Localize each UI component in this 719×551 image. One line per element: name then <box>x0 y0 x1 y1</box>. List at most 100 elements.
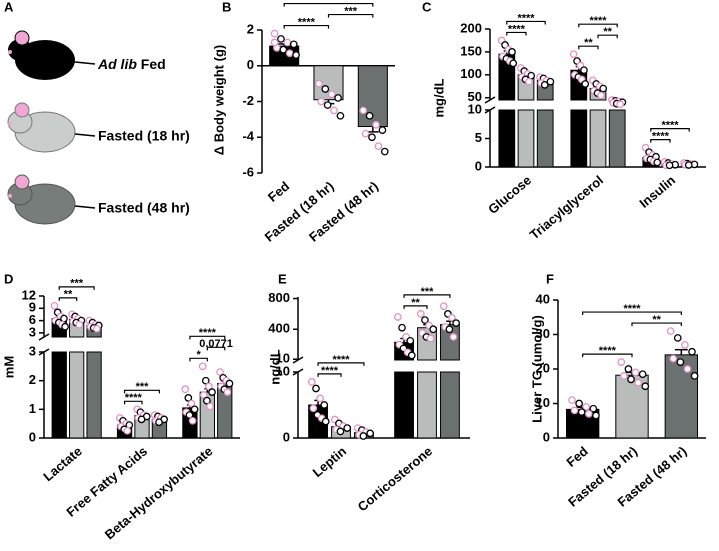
y-tick-label: 5 <box>475 130 482 145</box>
bar <box>570 109 588 168</box>
y-tick-label: 2 <box>247 21 254 36</box>
significance-bracket <box>582 353 633 358</box>
panel-label: E <box>278 271 287 286</box>
data-point <box>361 129 370 138</box>
data-point <box>155 418 163 427</box>
data-point <box>584 409 593 418</box>
significance-label: ** <box>64 289 73 301</box>
data-point <box>203 396 211 405</box>
data-point <box>225 379 234 388</box>
data-point <box>61 322 69 331</box>
y-tick-label: 9 <box>29 300 36 315</box>
data-point <box>336 427 345 436</box>
data-point <box>620 372 628 380</box>
significance-label: ** <box>584 37 593 49</box>
y-tick-label: 6 <box>29 312 36 327</box>
significance-bracket <box>650 139 671 143</box>
data-point <box>684 161 693 169</box>
mouse-label-italic: Ad lib <box>97 56 137 72</box>
data-point <box>92 324 101 333</box>
significance-bracket <box>597 34 618 39</box>
significance-label: **** <box>125 392 143 404</box>
y-tick-label: 3 <box>29 324 36 339</box>
significance-label: 0.0771 <box>199 338 233 350</box>
mouse-label: Fasted (48 hr) <box>98 200 190 216</box>
significance-label: ** <box>603 26 612 38</box>
data-point <box>445 325 454 334</box>
data-point <box>525 77 533 86</box>
x-tick-label: Insulin <box>636 172 678 210</box>
data-point <box>205 382 213 391</box>
significance-label: **** <box>320 0 338 6</box>
data-point <box>365 111 374 120</box>
y-tick-label: 800 <box>268 290 290 305</box>
significance-bracket <box>123 389 161 394</box>
data-point <box>676 358 685 366</box>
data-point <box>617 358 626 366</box>
significance-label: **** <box>508 23 526 35</box>
data-point <box>208 388 216 396</box>
mouse-icon <box>8 30 96 80</box>
significance-label: *** <box>70 278 84 290</box>
significance-label: **** <box>298 16 316 28</box>
data-point <box>201 376 210 385</box>
data-point <box>184 394 193 402</box>
data-point <box>277 35 285 43</box>
significance-bracket <box>327 13 374 18</box>
panel-label: F <box>546 271 554 286</box>
data-point <box>137 415 146 424</box>
y-tick-label: 3 <box>29 343 36 358</box>
data-point <box>688 347 696 356</box>
y-tick-label: 0 <box>29 429 36 444</box>
data-point <box>448 313 456 322</box>
significance-bracket <box>58 297 78 301</box>
data-point <box>589 404 598 413</box>
data-point <box>634 378 642 387</box>
data-point <box>292 51 300 59</box>
data-point <box>309 404 318 413</box>
y-tick-label: 2 <box>29 372 36 387</box>
mouse-label: Ad lib Fed <box>97 56 166 72</box>
data-point <box>429 325 438 334</box>
significance-label: **** <box>599 345 617 357</box>
data-point <box>323 101 332 109</box>
significance-label: ** <box>411 297 420 309</box>
data-point <box>315 79 323 88</box>
data-point <box>631 368 640 377</box>
significance-bracket <box>283 2 374 7</box>
y-tick-label: 0 <box>283 429 290 444</box>
bar <box>417 371 437 439</box>
data-point <box>690 372 699 380</box>
data-point <box>317 97 326 106</box>
y-axis-label: ng/dL <box>267 349 282 384</box>
mouse-icon <box>7 102 96 153</box>
y-axis-label: Liver TG (umol/g) <box>529 315 544 423</box>
significance-label: **** <box>321 365 339 377</box>
axis-break <box>484 96 496 104</box>
significance-bracket <box>631 322 682 327</box>
bar <box>69 351 85 439</box>
significance-label: *** <box>136 381 150 393</box>
significance-bracket <box>506 20 546 25</box>
bar <box>664 354 699 439</box>
data-point <box>308 378 316 386</box>
x-tick-label: Glucose <box>485 172 534 216</box>
data-point <box>546 77 555 86</box>
data-point <box>398 323 406 332</box>
axis-break <box>484 106 496 114</box>
significance-bracket <box>403 294 451 298</box>
y-tick-label: 40 <box>536 291 550 306</box>
significance-label: **** <box>623 303 641 315</box>
data-point <box>673 334 682 342</box>
data-point <box>330 106 338 115</box>
data-point <box>683 365 692 373</box>
data-point <box>406 336 415 345</box>
data-point <box>283 38 292 47</box>
y-tick-label: 1 <box>29 401 36 416</box>
significance-bracket <box>58 286 95 290</box>
y-tick-label: 10 <box>276 351 290 366</box>
data-point <box>540 81 549 89</box>
data-point <box>123 426 132 435</box>
significance-label: **** <box>517 12 535 24</box>
